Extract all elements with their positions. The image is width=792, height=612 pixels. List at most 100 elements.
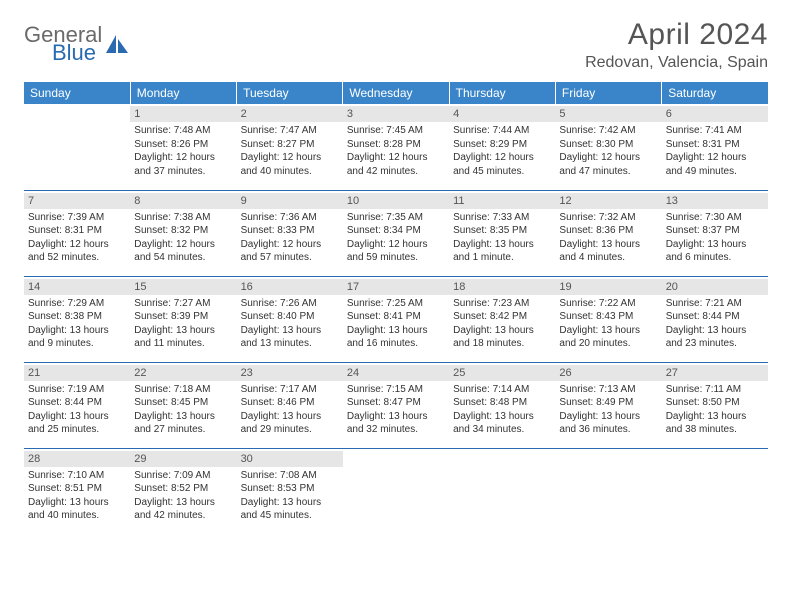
- day-number: 10: [343, 193, 449, 209]
- day1-text: Daylight: 13 hours: [347, 410, 445, 424]
- day-number: 7: [24, 193, 130, 209]
- day1-text: Daylight: 13 hours: [559, 238, 657, 252]
- calendar-day-cell: 14 Sunrise: 7:29 AMSunset: 8:38 PMDayligh…: [24, 276, 130, 362]
- day2-text: and 18 minutes.: [453, 337, 551, 351]
- calendar-day-cell: 16 Sunrise: 7:26 AMSunset: 8:40 PMDayligh…: [237, 276, 343, 362]
- sunrise-text: Sunrise: 7:36 AM: [241, 211, 339, 225]
- day2-text: and 25 minutes.: [28, 423, 126, 437]
- sunset-text: Sunset: 8:46 PM: [241, 396, 339, 410]
- day2-text: and 45 minutes.: [453, 165, 551, 179]
- sunrise-text: Sunrise: 7:41 AM: [666, 124, 764, 138]
- sunrise-text: Sunrise: 7:14 AM: [453, 383, 551, 397]
- weekday-header: Sunday: [24, 82, 130, 104]
- sunrise-text: Sunrise: 7:18 AM: [134, 383, 232, 397]
- day-number: 23: [237, 365, 343, 381]
- sunrise-text: Sunrise: 7:45 AM: [347, 124, 445, 138]
- day-number: 20: [662, 279, 768, 295]
- calendar-table: SundayMondayTuesdayWednesdayThursdayFrid…: [24, 82, 768, 534]
- calendar-day-cell: 28Sunrise: 7:10 AMSunset: 8:51 PMDayligh…: [24, 448, 130, 534]
- sunset-text: Sunset: 8:40 PM: [241, 310, 339, 324]
- calendar-day-cell: 30Sunrise: 7:08 AMSunset: 8:53 PMDayligh…: [237, 448, 343, 534]
- sunset-text: Sunset: 8:36 PM: [559, 224, 657, 238]
- day2-text: and 11 minutes.: [134, 337, 232, 351]
- day-number: 14: [24, 279, 130, 295]
- day-number: 16: [237, 279, 343, 295]
- calendar-day-cell: 1Sunrise: 7:48 AMSunset: 8:26 PMDaylight…: [130, 104, 236, 190]
- day2-text: and 40 minutes.: [28, 509, 126, 523]
- day2-text: and 20 minutes.: [559, 337, 657, 351]
- sunrise-text: Sunrise: 7:38 AM: [134, 211, 232, 225]
- sunset-text: Sunset: 8:38 PM: [28, 310, 126, 324]
- sunset-text: Sunset: 8:53 PM: [241, 482, 339, 496]
- day2-text: and 42 minutes.: [134, 509, 232, 523]
- day2-text: and 49 minutes.: [666, 165, 764, 179]
- sunset-text: Sunset: 8:48 PM: [453, 396, 551, 410]
- sunrise-text: Sunrise: 7:25 AM: [347, 297, 445, 311]
- sunrise-text: Sunrise: 7:19 AM: [28, 383, 126, 397]
- calendar-day-cell: 15Sunrise: 7:27 AMSunset: 8:39 PMDayligh…: [130, 276, 236, 362]
- sunrise-text: Sunrise: 7:30 AM: [666, 211, 764, 225]
- calendar-day-cell: 21Sunrise: 7:19 AMSunset: 8:44 PMDayligh…: [24, 362, 130, 448]
- sunset-text: Sunset: 8:28 PM: [347, 138, 445, 152]
- calendar-day-cell: 9Sunrise: 7:36 AMSunset: 8:33 PMDaylight…: [237, 190, 343, 276]
- day-number: 18: [449, 279, 555, 295]
- day1-text: Daylight: 13 hours: [559, 410, 657, 424]
- day1-text: Daylight: 12 hours: [347, 151, 445, 165]
- sunset-text: Sunset: 8:42 PM: [453, 310, 551, 324]
- weekday-header: Monday: [130, 82, 236, 104]
- calendar-day-cell: 13Sunrise: 7:30 AMSunset: 8:37 PMDayligh…: [662, 190, 768, 276]
- day1-text: Daylight: 13 hours: [28, 324, 126, 338]
- day1-text: Daylight: 12 hours: [559, 151, 657, 165]
- sunset-text: Sunset: 8:44 PM: [666, 310, 764, 324]
- day-number: 12: [555, 193, 661, 209]
- calendar-day-cell: 5Sunrise: 7:42 AMSunset: 8:30 PMDaylight…: [555, 104, 661, 190]
- day1-text: Daylight: 12 hours: [28, 238, 126, 252]
- day2-text: and 40 minutes.: [241, 165, 339, 179]
- calendar-day-cell: .: [662, 448, 768, 534]
- sunset-text: Sunset: 8:30 PM: [559, 138, 657, 152]
- sunrise-text: Sunrise: 7:26 AM: [241, 297, 339, 311]
- brand-text: General Blue: [24, 24, 102, 64]
- day1-text: Daylight: 13 hours: [241, 324, 339, 338]
- sunrise-text: Sunrise: 7:48 AM: [134, 124, 232, 138]
- page-title: April 2024: [585, 18, 768, 52]
- day-number: 6: [662, 106, 768, 122]
- sunset-text: Sunset: 8:27 PM: [241, 138, 339, 152]
- day1-text: Daylight: 12 hours: [134, 151, 232, 165]
- day2-text: and 54 minutes.: [134, 251, 232, 265]
- calendar-day-cell: 11Sunrise: 7:33 AMSunset: 8:35 PMDayligh…: [449, 190, 555, 276]
- day1-text: Daylight: 12 hours: [241, 151, 339, 165]
- day2-text: and 57 minutes.: [241, 251, 339, 265]
- calendar-day-cell: 22Sunrise: 7:18 AMSunset: 8:45 PMDayligh…: [130, 362, 236, 448]
- day2-text: and 32 minutes.: [347, 423, 445, 437]
- sunset-text: Sunset: 8:35 PM: [453, 224, 551, 238]
- day1-text: Daylight: 12 hours: [241, 238, 339, 252]
- calendar-day-cell: 23 Sunrise: 7:17 AMSunset: 8:46 PMDayligh…: [237, 362, 343, 448]
- calendar-day-cell: 8Sunrise: 7:38 AMSunset: 8:32 PMDaylight…: [130, 190, 236, 276]
- day-number: 25: [449, 365, 555, 381]
- day1-text: Daylight: 13 hours: [347, 324, 445, 338]
- sunrise-text: Sunrise: 7:42 AM: [559, 124, 657, 138]
- day1-text: Daylight: 13 hours: [453, 410, 551, 424]
- sunrise-text: Sunrise: 7:39 AM: [28, 211, 126, 225]
- calendar-day-cell: 29Sunrise: 7:09 AMSunset: 8:52 PMDayligh…: [130, 448, 236, 534]
- day2-text: and 36 minutes.: [559, 423, 657, 437]
- day-number: 21: [24, 365, 130, 381]
- day-number: 26: [555, 365, 661, 381]
- sunset-text: Sunset: 8:34 PM: [347, 224, 445, 238]
- weekday-header: Saturday: [662, 82, 768, 104]
- day1-text: Daylight: 13 hours: [241, 410, 339, 424]
- day-number: 4: [449, 106, 555, 122]
- calendar-day-cell: 26Sunrise: 7:13 AMSunset: 8:49 PMDayligh…: [555, 362, 661, 448]
- sunrise-text: Sunrise: 7:47 AM: [241, 124, 339, 138]
- calendar-day-cell: .: [343, 448, 449, 534]
- calendar-week-row: 14Sunrise: 7:29 AMSunset: 8:38 PMDayligh…: [24, 276, 768, 362]
- day-number: 29: [130, 451, 236, 467]
- sunset-text: Sunset: 8:43 PM: [559, 310, 657, 324]
- sunrise-text: Sunrise: 7:17 AM: [241, 383, 339, 397]
- sunrise-text: Sunrise: 7:29 AM: [28, 297, 126, 311]
- calendar-day-cell: 19Sunrise: 7:22 AMSunset: 8:43 PMDayligh…: [555, 276, 661, 362]
- sunrise-text: Sunrise: 7:33 AM: [453, 211, 551, 225]
- sunrise-text: Sunrise: 7:35 AM: [347, 211, 445, 225]
- calendar-day-cell: 10Sunrise: 7:35 AMSunset: 8:34 PMDayligh…: [343, 190, 449, 276]
